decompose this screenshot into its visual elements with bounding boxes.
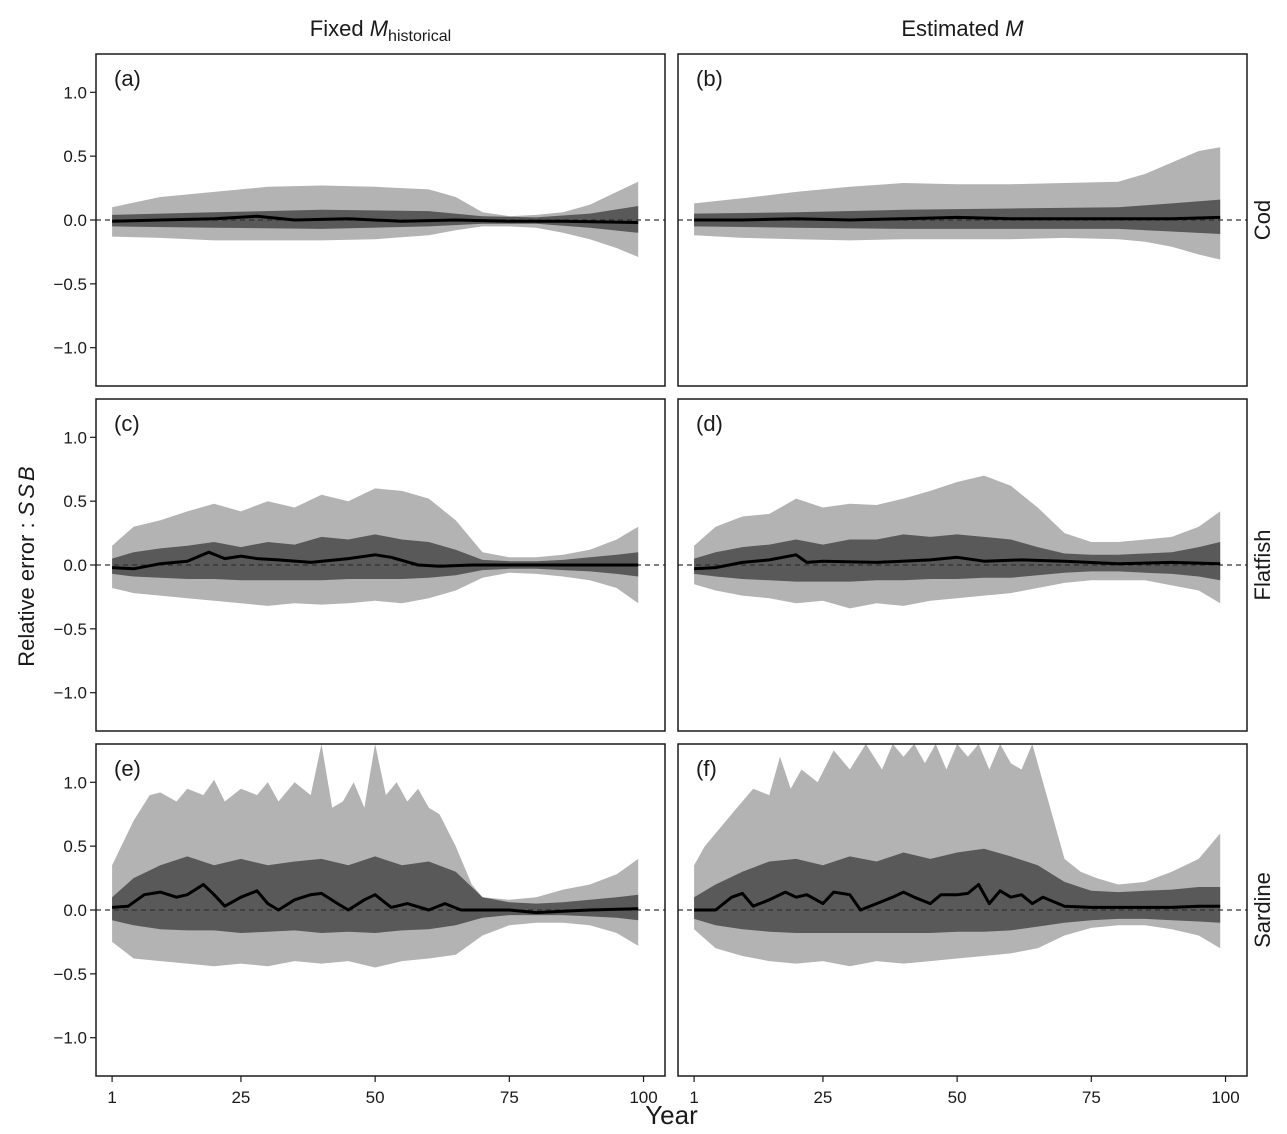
y-tick-label: −0.5 xyxy=(53,275,87,294)
median-line xyxy=(111,883,639,915)
y-tick-label: −1.0 xyxy=(53,1029,87,1048)
y-axis-title: Relative error : SSB xyxy=(14,463,39,666)
panel-border xyxy=(677,53,1248,387)
x-tick-label: 100 xyxy=(629,1088,657,1107)
x-tick-label: 25 xyxy=(813,1088,832,1107)
y-tick-label: 1.0 xyxy=(63,428,87,447)
panel-border xyxy=(677,743,1248,1077)
y-tick-label: 1.0 xyxy=(63,83,87,102)
y-tick-label: 0.0 xyxy=(63,211,87,230)
x-tick-label: 50 xyxy=(948,1088,967,1107)
y-tick-label: 0.0 xyxy=(63,901,87,920)
panel-border xyxy=(677,398,1248,732)
panel-d: (d) xyxy=(677,398,1248,732)
row-title-flatfish: Flatfish xyxy=(1250,530,1275,601)
median-line xyxy=(694,215,1221,222)
y-tick-label: −0.5 xyxy=(53,620,87,639)
inner-interval-band xyxy=(694,848,1221,933)
panel-e: (e) −1.0 −0.5 0.0 0.5 1.0 1 25 50 75 100 xyxy=(53,743,666,1107)
panel-f: (f) 1 25 50 75 100 xyxy=(677,743,1248,1107)
y-tick-label: −0.5 xyxy=(53,965,87,984)
row-title-cod: Cod xyxy=(1250,200,1275,240)
y-tick-label: 0.0 xyxy=(63,556,87,575)
panel-tag: (a) xyxy=(114,66,141,91)
y-tick-label: 1.0 xyxy=(63,773,87,792)
panel-tag: (d) xyxy=(696,411,723,436)
column-title-fixed: Fixed Mhistorical xyxy=(310,16,451,45)
x-tick-label: 1 xyxy=(689,1088,698,1107)
x-tick-label: 100 xyxy=(1211,1088,1239,1107)
median-line xyxy=(694,883,1221,912)
median-line xyxy=(112,214,639,225)
outer-interval-band xyxy=(694,147,1221,260)
panel-tag: (e) xyxy=(114,756,141,781)
row-title-sardine: Sardine xyxy=(1250,872,1275,948)
facet-panels: (a) −1.0 −0.5 0.0 0.5 1.0 (b) (c) −1.0 −0.5 0.0 0.5… xyxy=(53,53,1248,1107)
y-tick-label: 0.5 xyxy=(63,837,87,856)
median-line xyxy=(694,553,1221,571)
y-tick-label: 0.5 xyxy=(63,492,87,511)
x-tick-label: 1 xyxy=(107,1088,116,1107)
x-tick-label: 75 xyxy=(500,1088,519,1107)
x-tick-label: 75 xyxy=(1082,1088,1101,1107)
x-axis-title: Year xyxy=(645,1100,698,1130)
column-title-estimated: Estimated M xyxy=(901,16,1024,41)
panel-c: (c) −1.0 −0.5 0.0 0.5 1.0 xyxy=(53,398,666,732)
y-tick-label: −1.0 xyxy=(53,339,87,358)
panel-tag: (c) xyxy=(114,411,140,436)
y-tick-label: 0.5 xyxy=(63,147,87,166)
facet-titles: Fixed Mhistorical Estimated M Cod Flatfish S… xyxy=(14,16,1275,1130)
panel-tag: (f) xyxy=(696,756,717,781)
panel-a: (a) −1.0 −0.5 0.0 0.5 1.0 xyxy=(53,53,666,387)
y-tick-label: −1.0 xyxy=(53,684,87,703)
inner-interval-band xyxy=(112,534,639,581)
x-tick-label: 50 xyxy=(366,1088,385,1107)
median-line xyxy=(112,550,639,571)
panel-tag: (b) xyxy=(696,66,723,91)
panel-b: (b) xyxy=(677,53,1248,387)
x-tick-label: 25 xyxy=(231,1088,250,1107)
